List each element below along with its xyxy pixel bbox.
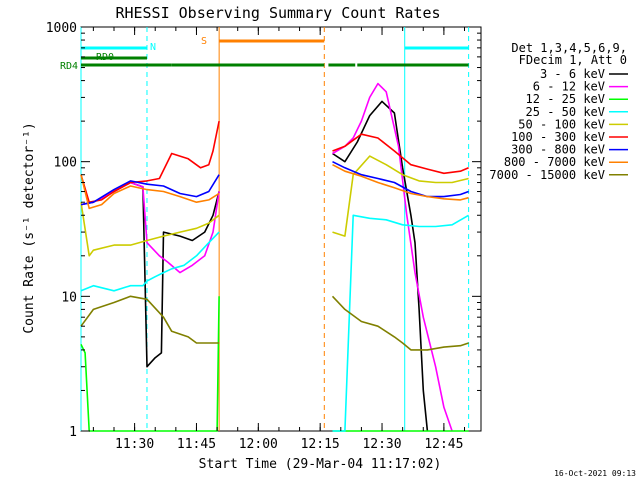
y-axis-label: Count Rate (s⁻¹ detector⁻¹)	[22, 122, 37, 333]
footer-timestamp: 16-Oct-2021 09:13	[554, 469, 636, 478]
series-line-9	[80, 295, 220, 344]
x-tick-label: 12:30	[362, 437, 401, 452]
x-axis-label: Start Time (29-Mar-04 11:17:02)	[199, 457, 442, 472]
x-tick-label: 12:00	[239, 437, 278, 452]
legend-header-line: FDecim 1, Att 0	[519, 53, 627, 67]
legend-entry-label: 300 - 800 keV	[511, 143, 605, 157]
legend-entry-label: 100 - 300 keV	[511, 130, 605, 144]
flag-label-rd4: RD4	[60, 61, 78, 72]
x-tick-label: 12:45	[424, 437, 463, 452]
flag-label-s: S	[201, 36, 207, 47]
series-line-4	[332, 214, 469, 432]
series-line-4	[80, 231, 220, 292]
legend: Det 1,3,4,5,6,9, FDecim 1, Att 0 3 - 6 k…	[489, 41, 628, 182]
y-tick-label: 1000	[46, 21, 77, 36]
y-tick-label: 10	[61, 290, 77, 305]
legend-header-line: Det 1,3,4,5,6,9,	[511, 41, 627, 55]
legend-entry-label: 800 - 7000 keV	[504, 155, 605, 169]
legend-entry-label: 25 - 50 keV	[526, 105, 605, 119]
legend-entry-label: 3 - 6 keV	[540, 67, 605, 81]
series-line-2	[332, 82, 453, 432]
series-line-8	[80, 174, 220, 210]
series-line-6	[332, 133, 469, 175]
series-line-7	[332, 160, 469, 198]
flag-label-n: N	[150, 42, 156, 53]
series-line-9	[331, 295, 469, 351]
legend-entry-label: 6 - 12 keV	[533, 80, 605, 94]
legend-entry-label: 50 - 100 keV	[518, 117, 605, 131]
series-line-1	[332, 100, 429, 432]
series-line-6	[80, 120, 220, 203]
series-line-5	[80, 202, 220, 257]
x-tick-label: 12:15	[301, 437, 340, 452]
plot-area: N S RD0 RD4 11:30 11:45 12:00 12:15 12:30 12:45 1 1…	[46, 21, 482, 452]
y-tick-label: 1	[69, 425, 77, 440]
legend-entry-label: 12 - 25 keV	[526, 92, 605, 106]
x-tick-label: 11:45	[177, 437, 216, 452]
legend-entry-label: 7000 - 15000 keV	[489, 168, 605, 182]
flag-label-rd0: RD0	[96, 52, 114, 63]
series-line-7	[80, 174, 220, 206]
series-line-8	[332, 163, 469, 201]
x-tick-label: 11:30	[115, 437, 154, 452]
series-line-5	[332, 155, 469, 237]
chart-title: RHESSI Observing Summary Count Rates	[115, 4, 440, 22]
y-tick-label: 100	[54, 156, 77, 171]
